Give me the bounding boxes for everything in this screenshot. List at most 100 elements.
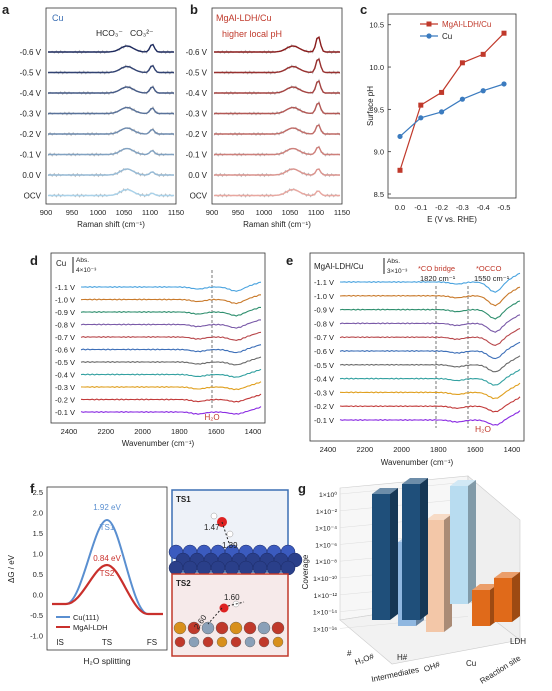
cu-atom (210, 560, 226, 576)
panel-b-spectrum (214, 80, 340, 94)
cu-atom (182, 560, 198, 576)
panel-e-row-label: -0.2 V (314, 402, 334, 411)
panel-d-row-label: -0.1 V (55, 408, 75, 417)
inset-ts2-dist1: 1.60 (224, 593, 240, 602)
panel-a-sample: Cu (52, 13, 64, 23)
panel-c-ytick: 10.0 (369, 63, 384, 72)
panel-d-row-label: -0.9 V (55, 308, 75, 317)
ldh-atom (187, 621, 201, 635)
panel-d-spectrum (80, 294, 262, 305)
panel-a-row-label: OCV (24, 192, 42, 201)
panel-e-spectrum (339, 272, 521, 293)
panel-e-row-label: -0.1 V (314, 416, 334, 425)
g-cat-3: OH# (423, 660, 442, 674)
panel-g-letter: g (298, 481, 306, 496)
panel-a-row-label: -0.3 V (20, 110, 42, 119)
panel-e-xtick: 2400 (320, 445, 337, 454)
panel-c-point (459, 60, 465, 66)
panel-a-spectrum (48, 127, 174, 135)
panel-a-row-label: -0.5 V (20, 69, 42, 78)
panel-g-bar (372, 494, 390, 620)
panel-b-xtick: 900 (206, 208, 219, 217)
panel-e-spectrum (339, 341, 521, 360)
panel-a-raw-spectrum (47, 84, 175, 96)
panel-b-spectrum (214, 146, 340, 156)
panel-e-spectrum (339, 396, 521, 413)
panel-d-xtick: 2200 (97, 427, 114, 436)
ldh-atom (243, 621, 257, 635)
panel-f-ytick: 1.0 (33, 550, 43, 559)
panel-c-point (480, 88, 486, 94)
inset-ts2: TS2 1.60 2.60 (171, 573, 289, 657)
panel-b-raw-spectrum (213, 100, 341, 116)
panel-d-spectrum (80, 319, 261, 329)
panel-b-row-label: OCV (190, 192, 208, 201)
bond-dashed (221, 521, 231, 547)
panel-d-scale-label: Abs. (76, 257, 89, 264)
panel-f: f 2.5 2.0 1.5 1.0 0.5 0.0 -0.5 -1.0 ΔG / eV IS T… (7, 481, 303, 666)
panel-g-bar-top (472, 584, 498, 590)
ldh-atom (244, 636, 256, 648)
panel-b-xlabel: Raman shift (cm⁻¹) (243, 220, 311, 229)
panel-a: a Cu HCO₃⁻ CO₃²⁻ -0.6 V -0.5 V -0.4 V -0.3 … (2, 2, 184, 229)
profile-mgal-ldh (52, 563, 163, 616)
panel-g-ytick: 1×10⁻¹² (314, 593, 338, 600)
panel-g-bar-top (402, 478, 428, 484)
panel-a-raw-spectrum (47, 126, 175, 137)
panel-g-bar-top (450, 480, 476, 486)
panel-c-ylabel: Surface pH (366, 86, 375, 126)
panel-e-spectrum (339, 355, 521, 373)
panel-c-point (501, 30, 507, 36)
panel-e-co-annot: *CO bridge (418, 264, 455, 273)
panel-f-frame (46, 486, 168, 651)
panel-b-row-label: -0.2 V (186, 130, 208, 139)
panel-f-ytick: 0.0 (33, 591, 43, 600)
panel-c-xtick: -0.2 (435, 203, 448, 212)
panel-c-xtick: -0.3 (456, 203, 469, 212)
panel-a-raw-spectrum (47, 148, 175, 157)
panel-c-ytick: 9.0 (374, 148, 384, 157)
panel-e-spectrum (339, 300, 521, 320)
panel-b-sample: MgAl-LDH/Cu (216, 13, 272, 23)
panel-d-spectrum (80, 356, 262, 366)
panel-d-spectrum (80, 381, 262, 391)
panel-a-xtick: 1150 (168, 208, 184, 217)
panel-d-xtick: 2400 (61, 427, 78, 436)
panel-b-row-label: -0.3 V (186, 110, 208, 119)
inset-ts2-title: TS2 (176, 579, 191, 588)
panel-b-raw-spectrum (213, 78, 341, 96)
panel-c-series-line (399, 83, 505, 137)
hydrogen-atom (226, 530, 234, 538)
panel-e-frame (309, 252, 525, 442)
panel-e-xtick: 1600 (467, 445, 484, 454)
panel-d-spectrum (80, 331, 262, 341)
panel-a-row-label: -0.6 V (20, 48, 42, 57)
cu-atom (168, 560, 184, 576)
panel-a-xtick: 1050 (116, 208, 133, 217)
panel-d-spectrum (80, 344, 262, 354)
bond-dashed (227, 601, 245, 607)
panel-b-spectrum (214, 168, 340, 176)
panel-f-ytick: -1.0 (30, 632, 43, 641)
ldh-atom (271, 621, 285, 635)
panel-d-sample: Cu (56, 259, 66, 268)
panel-b-xtick: 1100 (308, 208, 324, 217)
panel-g-ytick: 1×10⁻¹⁶ (313, 626, 337, 633)
panel-a-row-label: -0.1 V (20, 151, 42, 160)
panel-e-co-value: 1820 cm⁻¹ (420, 274, 456, 283)
panel-a-xtick: 1100 (142, 208, 158, 217)
panel-e-row-label: -0.5 V (314, 361, 334, 370)
panel-g-ytick: 1×10⁻⁴ (315, 526, 337, 533)
panel-a-xtick: 950 (66, 208, 79, 217)
panel-e-row-label: -1.1 V (314, 278, 334, 287)
cu-atom (252, 560, 268, 576)
g-cat-2: H# (397, 653, 408, 662)
panel-d-row-label: -0.4 V (55, 371, 75, 380)
ts2-label: TS2 (100, 569, 115, 578)
panel-f-xlabel: H₂O splitting (83, 656, 131, 666)
g-site-ldh: LDH (510, 637, 526, 646)
panel-g-bar-top (426, 514, 452, 520)
panel-b-spectrum (214, 58, 340, 74)
panel-a-spectrum (48, 147, 174, 156)
panel-c-ytick: 8.5 (374, 190, 384, 199)
